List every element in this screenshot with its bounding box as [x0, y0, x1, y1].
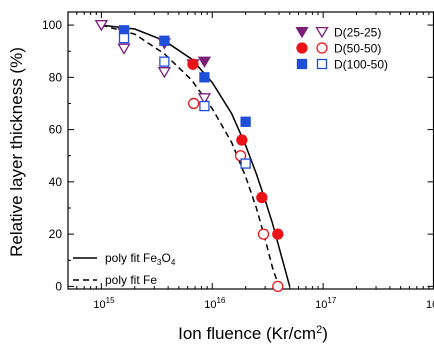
data-point-circle-filled	[236, 134, 248, 146]
data-point-triangle-down-open	[197, 93, 212, 105]
plot-axes: 1015 1016 1017 1018 0 20 40 60 80 100	[42, 11, 434, 311]
legend-label: D(100-50)	[334, 58, 388, 72]
data-point-square-open	[240, 158, 251, 169]
data-point-square-filled	[240, 116, 251, 127]
data-point-square-open	[159, 56, 170, 67]
legend-marker-circle-open	[316, 42, 328, 54]
y-tick-label: 0	[55, 279, 62, 293]
legend-marker-square-open	[316, 58, 328, 70]
x-axis-label: Ion fluence (Kr/cm2)	[178, 324, 328, 343]
data-point-circle-open	[188, 97, 200, 110]
y-tick-label: 20	[49, 227, 63, 241]
y-axis-label: Relative layer thickness (%)	[7, 47, 26, 257]
x-tick-label: 1018	[426, 296, 434, 311]
x-tick-label: 1017	[315, 296, 337, 311]
fit-legend: poly fit Fe3O4 poly fit Fe	[73, 251, 176, 287]
y-tick-label: 80	[49, 70, 63, 84]
legend-label: D(50-50)	[334, 42, 381, 56]
legend-marker-triangle-down-filled	[295, 26, 309, 39]
data-point-triangle-down-filled	[197, 56, 212, 68]
data-point-circle-filled	[187, 58, 199, 70]
data-point-circle-open	[257, 228, 270, 240]
x-tick-label: 1015	[93, 296, 115, 311]
data-point-triangle-down-open	[157, 67, 172, 79]
data-point-triangle-down-open	[94, 20, 109, 32]
data-point-triangle-down-open	[117, 43, 131, 55]
fit-legend-label: poly fit Fe3O4	[105, 251, 176, 267]
data-point-square-open	[199, 100, 210, 112]
legend: D(25-25) D(50-50) D(100-50)	[295, 26, 388, 72]
data-point-square-filled	[199, 72, 210, 83]
data-point-circle-filled	[256, 191, 268, 204]
fit-legend-label: poly fit Fe	[105, 273, 157, 287]
x-tick-label: 1016	[204, 296, 226, 311]
data-points	[94, 20, 284, 293]
legend-marker-circle-filled	[296, 42, 308, 54]
data-point-square-open	[118, 32, 130, 44]
y-tick-label: 100	[42, 18, 62, 32]
legend-marker-triangle-down-open	[315, 26, 329, 39]
y-tick-label: 40	[49, 175, 63, 189]
y-tick-label: 60	[49, 123, 63, 137]
data-point-circle-open	[272, 280, 284, 293]
legend-marker-square-filled	[296, 58, 308, 70]
data-point-circle-filled	[272, 228, 284, 240]
fit-line-fe	[101, 24, 280, 287]
legend-label: D(25-25)	[334, 26, 381, 40]
data-point-square-filled	[159, 35, 170, 46]
